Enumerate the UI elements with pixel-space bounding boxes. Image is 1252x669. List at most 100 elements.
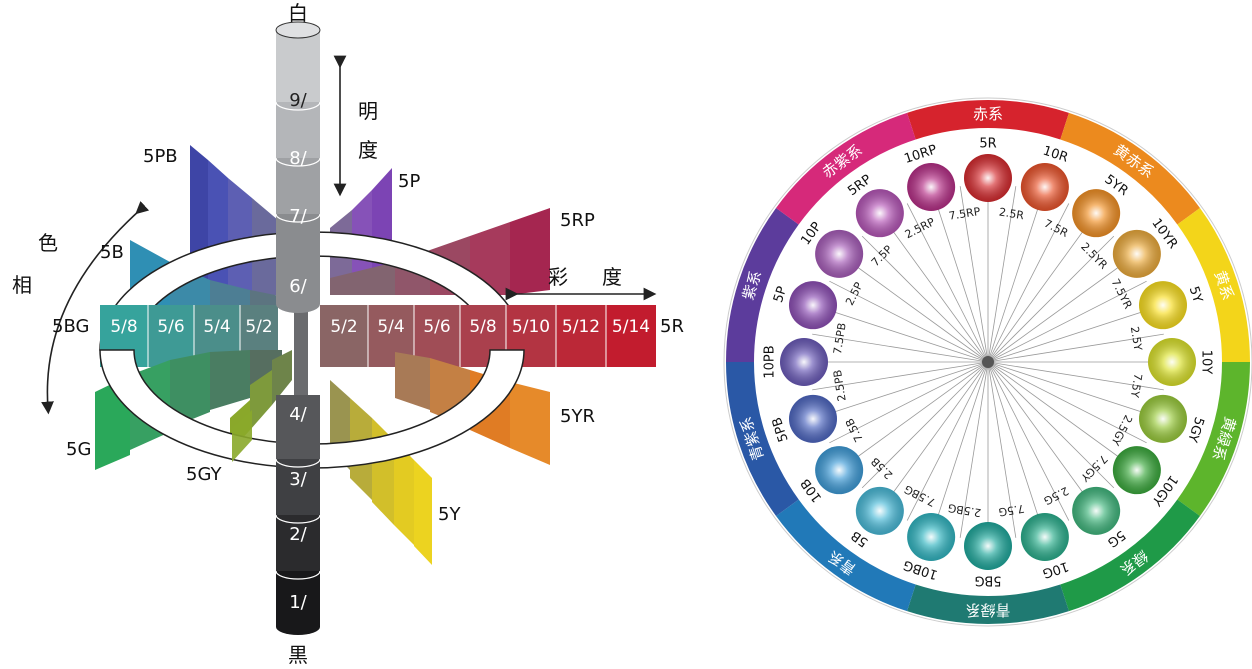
chroma-right-label: 5/4	[377, 317, 404, 337]
spoke-line	[987, 361, 1070, 521]
chroma-left-label: 5/8	[110, 317, 137, 337]
hue-plane-5gy-front	[232, 410, 252, 462]
hue-ball-shine	[789, 394, 838, 443]
spoke-line	[987, 203, 1070, 363]
hue-label-5r: 5R	[660, 316, 684, 337]
hue-ball-label: 5PB	[770, 415, 792, 443]
hue-ball-label: 5Y	[1186, 285, 1205, 305]
chroma-title: 彩	[548, 265, 568, 289]
value-title: 度	[358, 138, 378, 162]
hue-label-5pb: 5PB	[143, 146, 178, 167]
value-step-label: 7/	[289, 206, 307, 227]
hue-ball-shine	[815, 446, 864, 495]
spoke-line	[987, 361, 1164, 391]
spoke-line	[843, 361, 989, 467]
hue-ball-label: 10PB	[763, 345, 778, 378]
hue-ball-shine	[1148, 338, 1196, 386]
hue-label-5y: 5Y	[438, 504, 461, 525]
hue-group-segment	[1177, 362, 1250, 516]
spoke-label: 7.5Y	[1128, 372, 1145, 398]
hue-ball-shine	[907, 512, 956, 561]
spoke-line	[906, 203, 989, 363]
hue-group-segment	[726, 208, 799, 362]
spoke-line	[861, 361, 989, 489]
hue-title: 相	[12, 273, 32, 297]
chroma-right-label: 5/8	[469, 317, 496, 337]
hue-ball-shine	[1112, 229, 1161, 278]
hue-plane-5y	[330, 380, 432, 565]
hue-ball-shine	[855, 189, 904, 238]
spoke-line	[987, 217, 1093, 363]
spoke-line	[987, 361, 1158, 418]
wheel-center	[982, 356, 994, 368]
value-cylinder	[275, 21, 321, 635]
spoke-line	[987, 361, 1115, 489]
black-label: 黒	[288, 643, 308, 667]
spoke-line	[959, 186, 989, 363]
hue-ball-shine	[1020, 512, 1069, 561]
spoke-line	[883, 361, 989, 507]
hue-group-segment	[776, 499, 916, 612]
spoke-line	[987, 192, 1044, 363]
hue-label-5yr: 5YR	[560, 406, 595, 427]
hue-group-segment	[726, 362, 799, 516]
hue-ball-label: 5R	[979, 137, 996, 152]
spoke-line	[818, 306, 989, 363]
hue-ball-shine	[1020, 163, 1069, 212]
chroma-right-label: 5/2	[330, 317, 357, 337]
hue-group-segment	[776, 112, 916, 225]
spoke-line	[987, 333, 1164, 363]
spoke-line	[987, 361, 1133, 467]
spoke-label: 7.5RP	[948, 205, 982, 223]
spoke-line	[818, 361, 989, 418]
hue-group-segment	[1177, 208, 1250, 362]
spoke-label: 2.5BG	[947, 501, 982, 519]
hue-group-segment	[907, 100, 1069, 140]
hue-arrow	[41, 200, 150, 415]
munsell-color-solid: 5/8 5/6 5/4 5/2 5/2 5/4 5/6 5/8 5/10 5/1…	[12, 1, 684, 667]
spoke-line	[932, 192, 989, 363]
spoke-line	[812, 361, 989, 391]
spoke-line	[932, 361, 989, 532]
hue-group-label: 赤系	[973, 105, 1003, 123]
chroma-ring-front	[99, 349, 525, 469]
chroma-left-label: 5/2	[245, 317, 272, 337]
spoke-line	[812, 333, 989, 363]
value-step-label: 6/	[289, 276, 307, 297]
hue-ball-shine	[1138, 394, 1187, 443]
spoke-label: 2.5R	[998, 205, 1025, 222]
spoke-line	[987, 280, 1147, 363]
spoke-line	[987, 361, 1093, 507]
hue-ball-shine	[1138, 281, 1187, 330]
spoke-line	[987, 235, 1115, 363]
hue-ball-shine	[789, 281, 838, 330]
spoke-line	[861, 235, 989, 363]
hue-ball-label: 5P	[771, 285, 790, 305]
spoke-label: 2.5Y	[1128, 326, 1145, 352]
chroma-right-label: 5/14	[612, 317, 650, 337]
chroma-title: 度	[602, 265, 622, 289]
chroma-right-label: 5/6	[423, 317, 450, 337]
hue-balls: 5R 10R5YR10YR5Y10Y5GY10GY5G10G5BG10BG5B10…	[763, 137, 1214, 588]
chroma-left-label: 5/6	[157, 317, 184, 337]
spoke-line	[987, 257, 1133, 363]
hue-group-segment	[1060, 112, 1200, 225]
hue-label-5p: 5P	[398, 171, 420, 192]
spoke-line	[987, 306, 1158, 363]
hue-ball-label: 5BG	[974, 573, 1001, 588]
hue-label-5rp: 5RP	[560, 210, 595, 231]
value-step-label: 8/	[289, 148, 307, 169]
hue-group-ring	[726, 100, 1250, 624]
hue-ball-shine	[964, 154, 1012, 202]
hue-ball-shine	[855, 486, 904, 535]
hue-label-5g: 5G	[66, 439, 91, 460]
value-step-label: 9/	[289, 90, 307, 111]
value-step-label: 3/	[289, 469, 307, 490]
hue-ball-shine	[1072, 189, 1121, 238]
spoke-line	[883, 217, 989, 363]
hue-label-5bg: 5BG	[52, 316, 89, 337]
hue-ball-shine	[907, 163, 956, 212]
hue-group-label: 青緑系	[965, 601, 1010, 619]
spoke-label: 7.5G	[998, 502, 1026, 519]
